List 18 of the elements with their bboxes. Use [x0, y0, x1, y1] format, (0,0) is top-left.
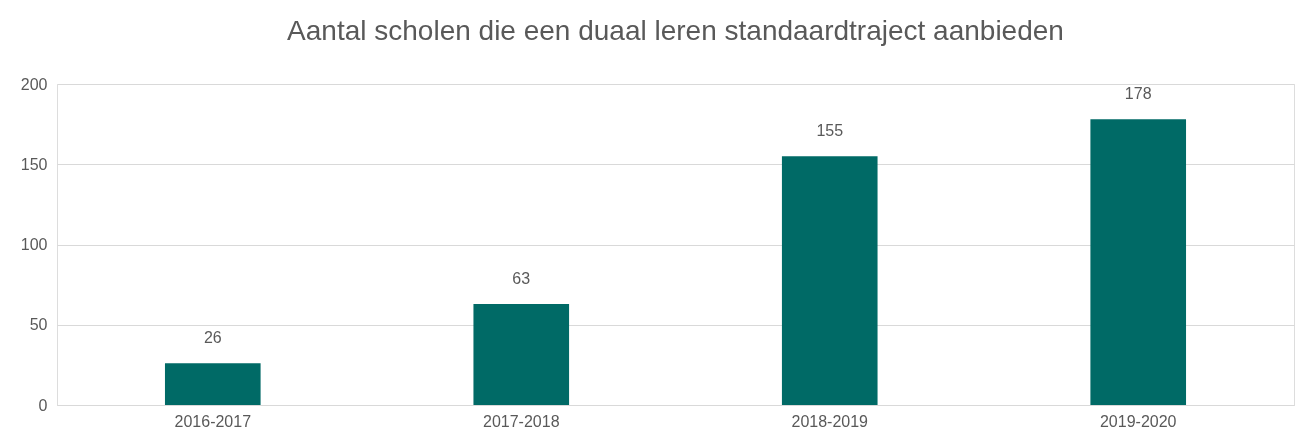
y-tick-label: 100	[20, 236, 48, 253]
data-label: 63	[512, 269, 531, 287]
y-tick-label: 150	[20, 155, 48, 173]
data-label: 26	[203, 329, 222, 347]
y-tick-label: 50	[29, 316, 48, 334]
x-tick-label: 2017-2018	[483, 412, 560, 430]
x-tick-label: 2018-2019	[791, 412, 869, 430]
data-label: 155	[816, 122, 844, 140]
chart-title: Aantal scholen die een duaal leren standaardtraject aanbieden	[287, 15, 1064, 46]
x-tick-label: 2016-2017	[174, 412, 252, 430]
bar	[1090, 119, 1187, 405]
y-tick-label: 200	[20, 75, 48, 93]
y-tick-label: 0	[38, 396, 48, 414]
bar	[164, 363, 261, 405]
bar	[473, 303, 570, 405]
x-tick-label: 2019-2020	[1099, 412, 1177, 430]
data-label: 178	[1124, 85, 1152, 103]
bar	[781, 156, 878, 405]
